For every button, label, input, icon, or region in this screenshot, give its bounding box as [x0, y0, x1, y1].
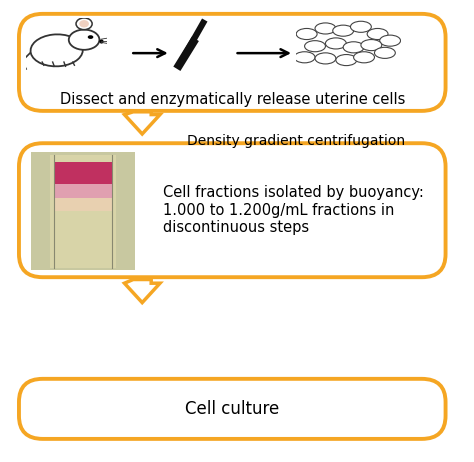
- FancyBboxPatch shape: [19, 14, 446, 111]
- FancyBboxPatch shape: [19, 379, 446, 439]
- Text: Cell culture: Cell culture: [185, 400, 279, 418]
- Text: Cell fractions isolated by buoyancy:
1.000 to 1.200g/mL fractions in
discontinuo: Cell fractions isolated by buoyancy: 1.0…: [164, 185, 424, 235]
- Text: Density gradient centrifugation: Density gradient centrifugation: [187, 134, 405, 148]
- Polygon shape: [124, 112, 160, 134]
- Text: Dissect and enzymatically release uterine cells: Dissect and enzymatically release uterin…: [60, 92, 405, 107]
- Polygon shape: [124, 280, 160, 303]
- FancyBboxPatch shape: [19, 143, 446, 277]
